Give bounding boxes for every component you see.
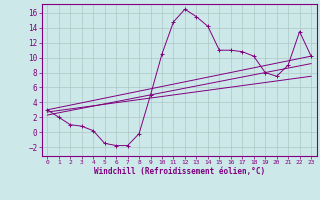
X-axis label: Windchill (Refroidissement éolien,°C): Windchill (Refroidissement éolien,°C): [94, 167, 265, 176]
